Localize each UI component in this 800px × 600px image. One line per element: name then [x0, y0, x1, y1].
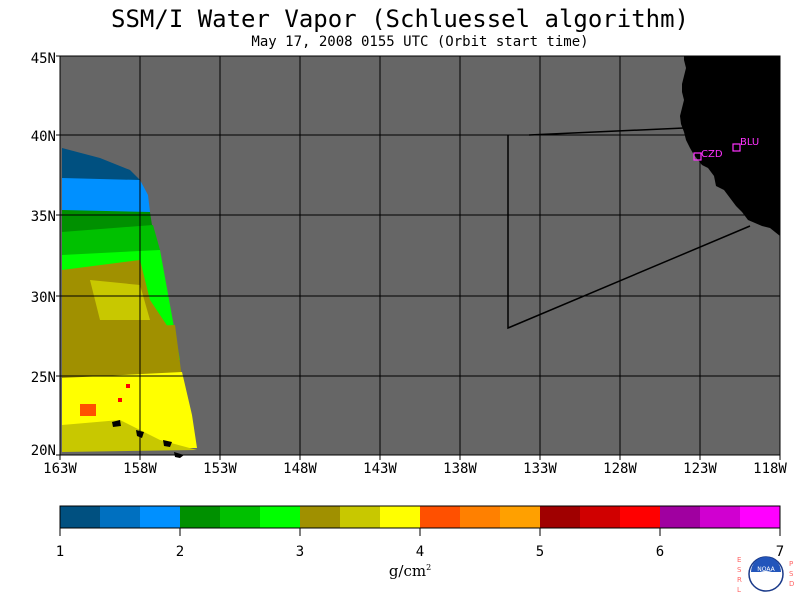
site-label-blu: BLU [740, 137, 759, 148]
colorbar-cell [300, 506, 341, 528]
units-text: g/cm [388, 562, 427, 580]
svg-text:L: L [737, 586, 741, 594]
hawaii-island [112, 420, 121, 427]
colorbar-cell [380, 506, 421, 528]
colorbar-label-3: 3 [295, 544, 305, 560]
swath-band-olive-2 [62, 325, 182, 380]
svg-text:R: R [737, 576, 742, 584]
lat-label-45n: 45N [30, 51, 56, 67]
colorbar-label-6: 6 [655, 544, 665, 560]
colorbar-cells [60, 506, 781, 528]
noaa-bird-icon [753, 571, 779, 576]
colorbar-cell [220, 506, 261, 528]
colorbar-label-4: 4 [415, 544, 425, 560]
colorbar-units: g/cm2 [370, 562, 450, 580]
swath-band-red-2 [118, 398, 122, 402]
colorbar-cell [700, 506, 741, 528]
region-outline-2 [507, 135, 751, 330]
land-mass [680, 56, 780, 236]
swath-band-khaki [90, 280, 150, 320]
noaa-esrl-logo: E S R L NOAA P S D [737, 556, 794, 594]
colorbar-cell [740, 506, 781, 528]
subtitle: May 17, 2008 0155 UTC (Orbit start time) [251, 34, 589, 50]
lat-label-35n: 35N [30, 209, 56, 225]
colorbar-cell [540, 506, 581, 528]
swath-band-khaki-2 [62, 420, 197, 452]
units-exponent: 2 [426, 563, 432, 572]
lat-label-30n: 30N [30, 290, 56, 306]
site-label-czd: CZD [701, 149, 723, 160]
logo-letters-right: P S D [789, 560, 794, 588]
colorbar-cell [420, 506, 461, 528]
colorbar-cell [180, 506, 221, 528]
svg-text:S: S [789, 570, 794, 578]
lon-label-148w: 148W [283, 461, 317, 477]
swath-band-red [126, 384, 130, 388]
site-marker-blu [732, 143, 741, 152]
lon-label-123w: 123W [683, 461, 717, 477]
svg-text:E: E [737, 556, 741, 564]
lon-label-128w: 128W [603, 461, 637, 477]
region-outline [528, 127, 685, 136]
hawaii-island-3 [163, 440, 172, 447]
lon-label-133w: 133W [523, 461, 557, 477]
colorbar-cell [100, 506, 141, 528]
lon-ticks [59, 455, 781, 460]
noaa-seal-text: NOAA [757, 566, 775, 573]
swath-band-orange [80, 404, 96, 416]
lon-label-158w: 158W [123, 461, 157, 477]
logo-letters-left: E S R L [737, 556, 742, 594]
title: SSM/I Water Vapor (Schluessel algorithm) [111, 5, 689, 33]
colorbar-label-2: 2 [175, 544, 185, 560]
colorbar-cell [580, 506, 621, 528]
lat-label-20n: 20N [30, 443, 56, 459]
noaa-seal-top [751, 557, 781, 572]
colorbar-cell [500, 506, 541, 528]
svg-text:D: D [789, 580, 794, 588]
colorbar-label-1: 1 [55, 544, 65, 560]
lon-label-118w: 118W [753, 461, 787, 477]
svg-text:P: P [789, 560, 793, 568]
lat-label-40n: 40N [30, 129, 56, 145]
colorbar-cell [620, 506, 661, 528]
site-marker-czd [693, 152, 702, 161]
colorbar-cell [60, 506, 101, 528]
colorbar-cell [460, 506, 501, 528]
colorbar-cell [660, 506, 701, 528]
lon-label-153w: 153W [203, 461, 237, 477]
lon-label-143w: 143W [363, 461, 397, 477]
lat-label-25n: 25N [30, 370, 56, 386]
colorbar-label-5: 5 [535, 544, 545, 560]
colorbar-cell [140, 506, 181, 528]
swath-band-blue [62, 178, 150, 220]
colorbar-label-7: 7 [775, 544, 785, 560]
lat-ticks [56, 55, 60, 456]
colorbar-cell [340, 506, 381, 528]
svg-text:S: S [737, 566, 742, 574]
lon-label-163w: 163W [43, 461, 77, 477]
swath-data [62, 148, 197, 458]
grid-lines [60, 56, 780, 455]
lon-label-138w: 138W [443, 461, 477, 477]
colorbar-ticks [59, 528, 781, 536]
map-frame [59, 55, 781, 456]
colorbar-cell [260, 506, 301, 528]
